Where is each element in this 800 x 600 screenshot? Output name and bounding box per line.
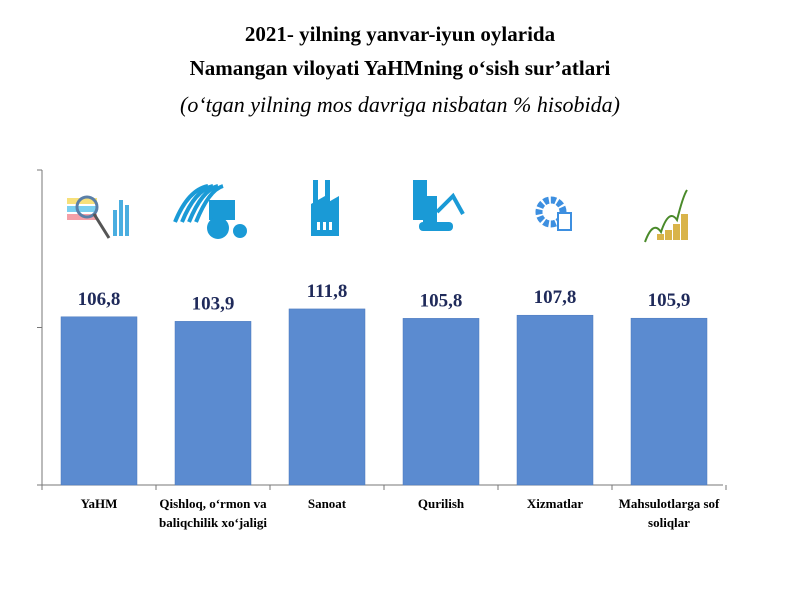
data-label: 105,9: [648, 290, 691, 311]
field-row: [180, 184, 214, 223]
field-row: [173, 184, 209, 223]
bar-group: 111,8 Sanoat: [288, 180, 366, 511]
bar: [174, 321, 252, 486]
excavator-arm: [435, 192, 465, 215]
chart-title-line2: Namangan viloyati YaHMning o‘sish sur’at…: [189, 56, 611, 80]
coin-stack: [673, 224, 680, 240]
coin-stack: [681, 214, 688, 240]
coin-stack: [665, 230, 672, 240]
field-row: [187, 184, 219, 223]
data-label: 103,9: [192, 293, 235, 314]
icon-bar: [113, 210, 117, 236]
category-label: baliqchilik xo‘jaligi: [159, 515, 267, 530]
chimney: [325, 180, 330, 204]
icon-stripe: [67, 206, 97, 212]
bar-group: 105,9 Mahsulotlarga sof soliqlar: [619, 189, 720, 530]
bar-group: 107,8 Xizmatlar: [516, 196, 594, 511]
tractor-wheel: [233, 224, 247, 238]
category-label: Qishloq, o‘rmon va: [159, 496, 267, 511]
chart-subtitle: (o‘tgan yilning mos davriga nisbatan % h…: [180, 92, 620, 117]
data-label: 106,8: [78, 289, 121, 310]
category-label: Qurilish: [418, 496, 465, 511]
chart-title-line1: 2021- yilning yanvar-iyun oylarida: [244, 22, 556, 46]
magnifier-handle: [92, 213, 111, 239]
growth-sprout: [644, 189, 688, 243]
bar: [630, 317, 708, 486]
category-label: soliqlar: [648, 515, 690, 530]
bar: [402, 318, 480, 486]
services-gear-icon: [535, 196, 572, 231]
bar-group: 106,8 YaHM: [60, 195, 138, 511]
data-label: 105,8: [420, 290, 463, 311]
tractor-body: [209, 200, 235, 220]
magnifier: [75, 195, 99, 219]
analytics-icon: [67, 195, 129, 239]
excavator-track: [419, 222, 453, 231]
icon-stripe: [67, 198, 97, 204]
construction-excavator-icon: [413, 180, 465, 231]
category-label: Mahsulotlarga sof: [619, 496, 720, 511]
bar-group: 103,9 Qishloq, o‘rmon va baliqchilik xo‘ja…: [159, 184, 267, 530]
building: [423, 196, 437, 224]
checklist: [557, 212, 572, 231]
field-row: [194, 184, 224, 223]
bar: [288, 308, 366, 486]
data-label: 111,8: [307, 281, 348, 302]
bar-group: 105,8 Qurilish: [402, 180, 480, 511]
tractor-wheel: [207, 217, 229, 239]
coins-growth-icon: [644, 189, 688, 243]
agriculture-tractor-icon: [173, 184, 247, 239]
category-label: Sanoat: [308, 496, 347, 511]
window: [329, 222, 332, 230]
chimney: [313, 180, 318, 204]
bar: [516, 314, 594, 486]
category-label: YaHM: [81, 496, 118, 511]
icon-bar: [119, 200, 123, 236]
bar: [60, 316, 138, 486]
icon-bar: [125, 205, 129, 236]
data-label: 107,8: [534, 287, 577, 308]
coin-stack: [657, 234, 664, 240]
factory-icon: [311, 180, 339, 236]
category-label: Xizmatlar: [527, 496, 584, 511]
window: [323, 222, 326, 230]
window: [317, 222, 320, 230]
